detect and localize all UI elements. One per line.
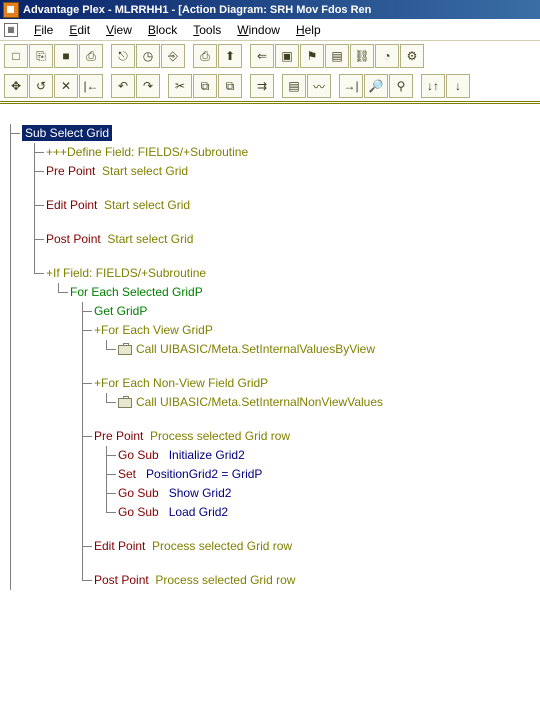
- node-get[interactable]: Get GridP: [92, 302, 540, 321]
- node-edit-point[interactable]: Edit Point Start select Grid: [44, 196, 540, 230]
- node-call-2[interactable]: Call UIBASIC/Meta.SetInternalNonViewValu…: [116, 393, 540, 427]
- toolbar-button[interactable]: ⎋: [111, 44, 135, 68]
- toolbar-button[interactable]: ⚑: [300, 44, 324, 68]
- node-foreach-selected[interactable]: For Each Selected GridP Get GridP +For E…: [68, 283, 540, 590]
- toolbar-button[interactable]: ✥: [4, 74, 28, 98]
- toolbar-button[interactable]: ↷: [136, 74, 160, 98]
- toolbar-button[interactable]: |←: [79, 74, 103, 98]
- toolbar-button[interactable]: ↶: [111, 74, 135, 98]
- node-pre-point-2[interactable]: Pre Point Process selected Grid row Go S…: [92, 427, 540, 537]
- menu-help[interactable]: Help: [288, 21, 329, 39]
- menu-bar: ▦ File Edit View Block Tools Window Help: [0, 19, 540, 41]
- node-if[interactable]: +If Field: FIELDS/+Subroutine For Each S…: [44, 264, 540, 590]
- toolbar-button[interactable]: ◔: [375, 44, 399, 68]
- toolbar-button[interactable]: ⎘: [29, 44, 53, 68]
- toolbar-button[interactable]: ⬆: [218, 44, 242, 68]
- toolbar-button[interactable]: ⎙: [193, 44, 217, 68]
- menu-view[interactable]: View: [98, 21, 140, 39]
- toolbar-button[interactable]: ▣: [275, 44, 299, 68]
- title-bar: Advantage Plex - MLRRHH1 - [Action Diagr…: [0, 0, 540, 19]
- window-title: Advantage Plex - MLRRHH1 - [Action Diagr…: [23, 4, 371, 16]
- toolbar-2: ✥↺✕|←↶↷✂⧉⧉⇉▤〰→|🔎⚲↓↑↓: [0, 71, 540, 101]
- toolbar-button[interactable]: ✕: [54, 74, 78, 98]
- node-post-point-2[interactable]: Post Point Process selected Grid row: [92, 571, 540, 590]
- menu-tools[interactable]: Tools: [185, 21, 229, 39]
- toolbar-button[interactable]: ⛓: [350, 44, 374, 68]
- briefcase-icon: [118, 398, 132, 408]
- toolbar-button[interactable]: ⇐: [250, 44, 274, 68]
- toolbar-button[interactable]: □: [4, 44, 28, 68]
- toolbar-button[interactable]: ⧉: [193, 74, 217, 98]
- toolbar-button[interactable]: ⚲: [389, 74, 413, 98]
- node-call-1[interactable]: Call UIBASIC/Meta.SetInternalValuesByVie…: [116, 340, 540, 374]
- toolbar-button[interactable]: ▤: [282, 74, 306, 98]
- menu-block[interactable]: Block: [140, 21, 185, 39]
- briefcase-icon: [118, 345, 132, 355]
- toolbar-button[interactable]: ⚙: [400, 44, 424, 68]
- node-gosub-show[interactable]: Go Sub Show Grid2: [116, 484, 540, 503]
- node-pre-point[interactable]: Pre Point Start select Grid: [44, 162, 540, 196]
- node-gosub-init[interactable]: Go Sub Initialize Grid2: [116, 446, 540, 465]
- toolbar-button[interactable]: ⎆: [161, 44, 185, 68]
- toolbar-1: □⎘■⎙⎋◷⎆⎙⬆⇐▣⚑▤⛓◔⚙: [0, 41, 540, 71]
- menu-file[interactable]: File: [26, 21, 61, 39]
- toolbar-button[interactable]: 🔎: [364, 74, 388, 98]
- diagram-area: Sub Select Grid +++Define Field: FIELDS/…: [0, 104, 540, 590]
- toolbar-button[interactable]: ⎙: [79, 44, 103, 68]
- toolbar-button[interactable]: ↓↑: [421, 74, 445, 98]
- menu-edit[interactable]: Edit: [61, 21, 98, 39]
- menu-window[interactable]: Window: [229, 21, 288, 39]
- node-edit-point-2[interactable]: Edit Point Process selected Grid row: [92, 537, 540, 571]
- mdi-icon[interactable]: ▦: [4, 23, 18, 37]
- node-sub-label: Sub Select Grid: [22, 125, 112, 141]
- node-define[interactable]: +++Define Field: FIELDS/+Subroutine: [44, 143, 540, 162]
- toolbar-button[interactable]: ▤: [325, 44, 349, 68]
- node-sub[interactable]: Sub Select Grid +++Define Field: FIELDS/…: [20, 124, 540, 590]
- node-foreach-nonview[interactable]: +For Each Non-View Field GridP Call UIBA…: [92, 374, 540, 427]
- toolbar-button[interactable]: ⧉: [218, 74, 242, 98]
- toolbar-button[interactable]: ✂: [168, 74, 192, 98]
- node-foreach-view[interactable]: +For Each View GridP Call UIBASIC/Meta.S…: [92, 321, 540, 374]
- node-post-point[interactable]: Post Point Start select Grid: [44, 230, 540, 264]
- toolbar-button[interactable]: ↓: [446, 74, 470, 98]
- toolbar-button[interactable]: →|: [339, 74, 363, 98]
- toolbar-button[interactable]: ◷: [136, 44, 160, 68]
- node-set[interactable]: Set PositionGrid2 = GridP: [116, 465, 540, 484]
- node-gosub-load[interactable]: Go Sub Load Grid2: [116, 503, 540, 522]
- toolbar-button[interactable]: ■: [54, 44, 78, 68]
- app-icon: [3, 2, 19, 18]
- toolbar-button[interactable]: 〰: [307, 74, 331, 98]
- toolbar-button[interactable]: ⇉: [250, 74, 274, 98]
- toolbar-button[interactable]: ↺: [29, 74, 53, 98]
